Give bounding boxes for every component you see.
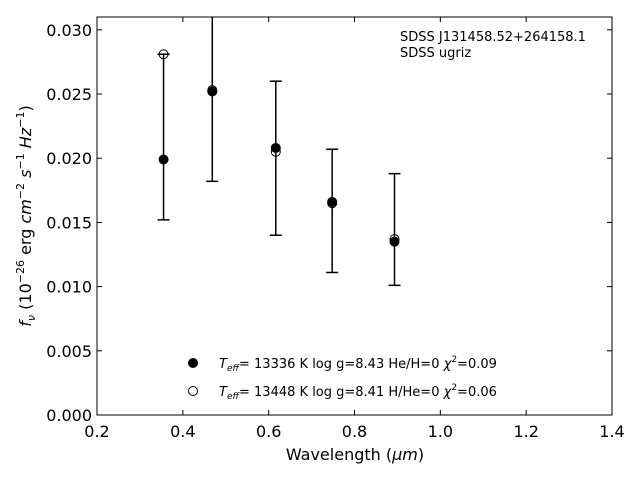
y-tick-label: 0.025 (46, 85, 92, 104)
y-tick-label: 0.030 (46, 21, 92, 40)
error-bars (157, 17, 401, 287)
x-tick-label: 0.4 (170, 422, 195, 441)
plot-frame (96, 16, 613, 416)
y-tick-label: 0.000 (46, 406, 92, 425)
x-tick-label: 0.2 (84, 422, 109, 441)
legend: Teff= 13336 K log g=8.43 He/H=0 χ2=0.09 … (188, 355, 497, 402)
x-tick-label: 1.2 (513, 422, 538, 441)
data-points (158, 49, 400, 247)
legend-entry-2: Teff= 13448 K log g=8.41 H/He=0 χ2=0.06 (219, 383, 497, 402)
object-name-annotation: SDSS J131458.52+264158.1 (400, 30, 586, 45)
x-axis-label: Wavelength (μm) (286, 445, 424, 464)
x-tick-label: 0.6 (256, 422, 281, 441)
legend-marker-open (188, 386, 198, 396)
y-tick-label: 0.005 (46, 342, 92, 361)
x-tick-label: 1.0 (428, 422, 453, 441)
legend-marker-filled (188, 358, 198, 368)
legend-entry-1: Teff= 13336 K log g=8.43 He/H=0 χ2=0.09 (219, 355, 497, 374)
open-point (158, 49, 169, 60)
filled-point (207, 86, 218, 97)
x-axis: 0.2 0.4 0.6 0.8 1.0 1.2 1.4 (84, 17, 625, 441)
y-tick-label: 0.010 (46, 278, 92, 297)
y-tick-label: 0.015 (46, 213, 92, 232)
y-axis: 0.000 0.005 0.010 0.015 0.020 0.025 0.030 (46, 21, 612, 425)
y-axis-label: fν (10−26 erg cm−2 s−1 Hz−1) (14, 105, 38, 326)
x-tick-label: 0.8 (342, 422, 367, 441)
filled-point (158, 154, 169, 165)
filled-point (389, 236, 400, 247)
filled-point (270, 142, 281, 153)
filter-set-annotation: SDSS ugriz (400, 46, 471, 61)
filled-point (327, 196, 338, 207)
y-tick-label: 0.020 (46, 149, 92, 168)
x-tick-label: 1.4 (599, 422, 624, 441)
